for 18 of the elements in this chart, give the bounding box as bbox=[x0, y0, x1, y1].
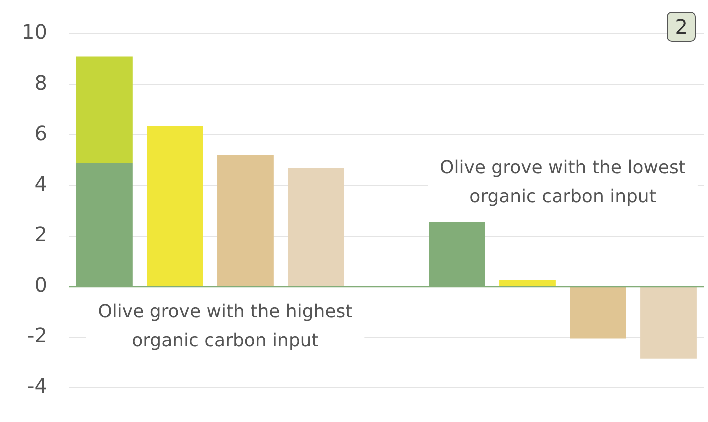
y-tick-label: 8 bbox=[34, 70, 48, 95]
y-tick-label: 4 bbox=[34, 172, 48, 196]
annotation: 2 bbox=[667, 12, 696, 42]
bar bbox=[288, 168, 344, 286]
y-tick-label: 6 bbox=[34, 121, 48, 146]
y-tick-label: -4 bbox=[27, 374, 48, 398]
annotation: Olive grove with the highest organic carbon input bbox=[98, 301, 353, 352]
bar bbox=[640, 287, 697, 359]
y-tick-label: 0 bbox=[34, 273, 48, 298]
bar bbox=[570, 287, 626, 339]
bar bbox=[218, 155, 274, 286]
bar bbox=[147, 126, 204, 286]
bar bbox=[500, 280, 556, 286]
bar bbox=[76, 56, 133, 163]
annotation: Olive grove with the lowest organic carbon input bbox=[440, 157, 686, 208]
y-tick-label: 2 bbox=[34, 222, 48, 246]
y-tick-label: -2 bbox=[27, 324, 48, 348]
y-tick-label: 10 bbox=[22, 20, 48, 44]
